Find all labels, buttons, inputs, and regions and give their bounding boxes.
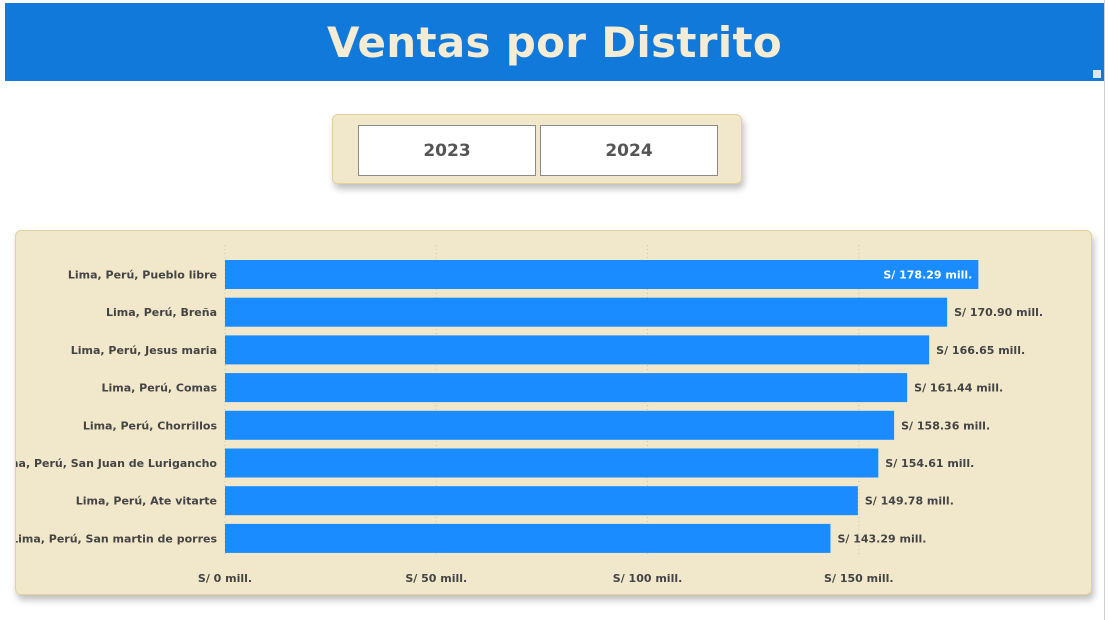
bar[interactable]: [225, 486, 858, 516]
bar[interactable]: [225, 335, 930, 365]
bar[interactable]: [225, 297, 948, 327]
category-label: Lima, Perú, Comas: [101, 382, 217, 395]
data-label: S/ 149.78 mill.: [865, 495, 954, 508]
x-tick-label: S/ 0 mill.: [198, 572, 252, 585]
category-label: Lima, Perú, Chorrillos: [83, 419, 218, 432]
category-label: Lima, Perú, San Juan de Lurigancho: [16, 457, 217, 470]
year-button-2024[interactable]: 2024: [540, 125, 718, 176]
page-title: Ventas por Distrito: [327, 17, 782, 67]
x-tick-label: S/ 100 mill.: [613, 572, 683, 585]
data-label: S/ 170.90 mill.: [954, 306, 1043, 319]
category-label: Lima, Perú, San martin de porres: [16, 532, 217, 545]
header-bar: Ventas por Distrito: [5, 3, 1104, 81]
x-tick-label: S/ 50 mill.: [405, 572, 467, 585]
x-tick-label: S/ 150 mill.: [824, 572, 894, 585]
sales-bar-chart: Lima, Perú, Pueblo libre S/ 178.29 mill. L…: [16, 245, 1043, 585]
bar[interactable]: [225, 260, 979, 289]
category-label: Lima, Perú, Pueblo libre: [68, 269, 217, 282]
data-label: S/ 178.29 mill.: [883, 269, 972, 282]
data-label: S/ 154.61 mill.: [885, 457, 974, 470]
year-filter-panel: 2023 2024: [332, 114, 742, 184]
resize-handle-icon[interactable]: [1093, 70, 1101, 78]
bar[interactable]: [225, 410, 895, 440]
bar[interactable]: [225, 448, 879, 478]
year-button-2023[interactable]: 2023: [358, 125, 536, 176]
category-label: Lima, Perú, Jesus maria: [71, 344, 217, 357]
bar[interactable]: [225, 373, 908, 403]
data-label: S/ 158.36 mill.: [901, 419, 990, 432]
data-label: S/ 143.29 mill.: [837, 532, 926, 545]
bar[interactable]: [225, 523, 831, 553]
data-label: S/ 166.65 mill.: [936, 344, 1025, 357]
sales-chart-panel: Lima, Perú, Pueblo libre S/ 178.29 mill. L…: [15, 230, 1092, 595]
data-label: S/ 161.44 mill.: [914, 382, 1003, 395]
category-label: Lima, Perú, Ate vitarte: [76, 495, 217, 508]
category-label: Lima, Perú, Breña: [106, 306, 217, 319]
page-edge-rule: [1104, 0, 1105, 620]
